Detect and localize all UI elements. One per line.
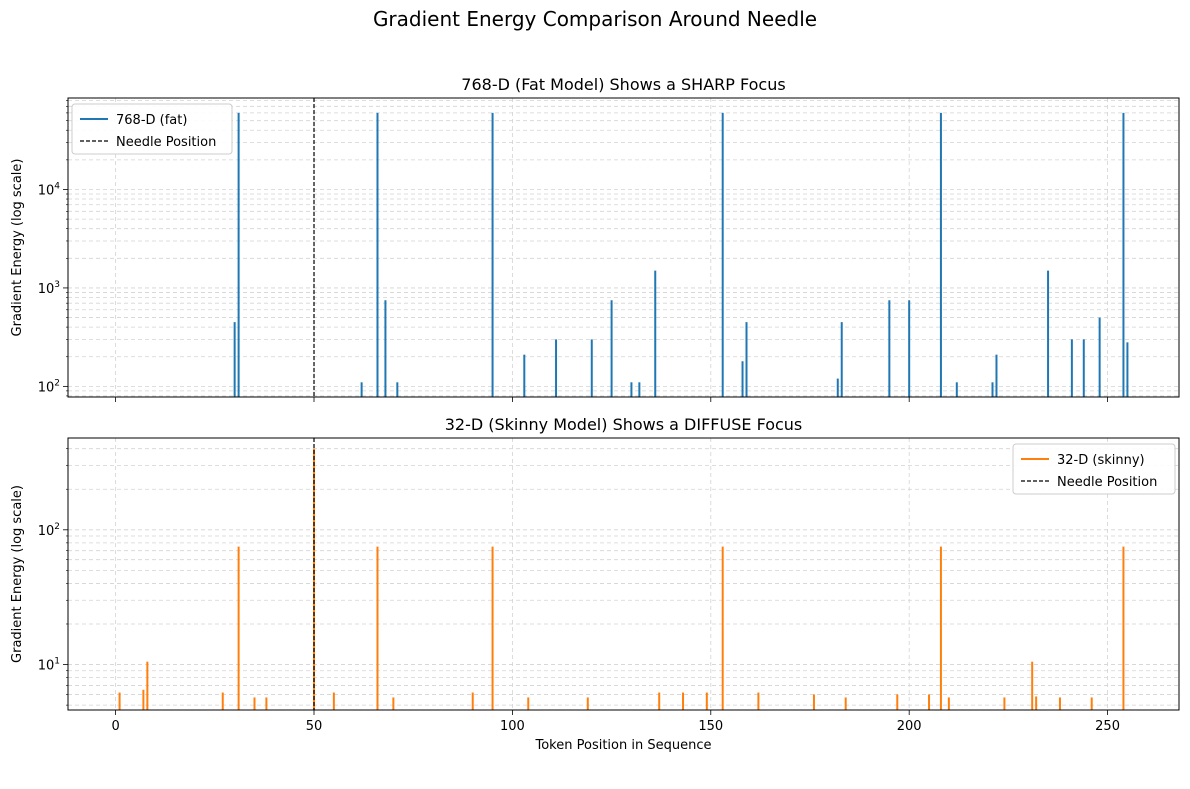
legend-frame bbox=[1012, 443, 1176, 495]
legend-entry-label: 32-D (skinny) bbox=[1057, 453, 1145, 468]
series-0 bbox=[118, 448, 1125, 710]
y-axis-label: Gradient Energy (log scale) bbox=[10, 485, 25, 663]
y-tick-label: 102 bbox=[38, 522, 60, 539]
legend-entry-label: 768-D (fat) bbox=[116, 113, 187, 128]
x-tick-label: 50 bbox=[306, 719, 323, 734]
x-tick-label: 250 bbox=[1095, 719, 1120, 734]
figure-title: Gradient Energy Comparison Around Needle bbox=[373, 7, 817, 31]
legend-entry-label: Needle Position bbox=[116, 135, 216, 150]
x-axis-label: Token Position in Sequence bbox=[535, 738, 712, 753]
axes-frame bbox=[67, 437, 1180, 711]
axes-title: 768-D (Fat Model) Shows a SHARP Focus bbox=[461, 75, 785, 94]
axes-title: 32-D (Skinny Model) Shows a DIFFUSE Focu… bbox=[445, 415, 803, 434]
grid bbox=[68, 438, 1179, 710]
series-0 bbox=[233, 112, 1129, 397]
legend: 32-D (skinny) Needle Position bbox=[1012, 443, 1176, 495]
x-tick-label: 100 bbox=[500, 719, 525, 734]
legend: 768-D (fat) Needle Position bbox=[71, 103, 233, 155]
y-axis-label: Gradient Energy (log scale) bbox=[10, 159, 25, 337]
axes-frame bbox=[67, 97, 1180, 398]
x-tick-label: 0 bbox=[111, 719, 119, 734]
y-tick-label: 103 bbox=[38, 280, 60, 297]
panel-bottom-32d: 0 50 100 150 200 250 101 102 32-D (Skinny Model)… bbox=[10, 415, 1180, 753]
x-tick-label: 150 bbox=[698, 719, 723, 734]
legend-entry-label: Needle Position bbox=[1057, 475, 1157, 490]
y-tick-label: 102 bbox=[38, 378, 60, 395]
legend-frame bbox=[71, 103, 233, 155]
y-tick-label: 104 bbox=[38, 181, 61, 198]
panel-top-768d: 102 103 104 768-D (Fat Model) Shows a SHARP… bbox=[10, 75, 1180, 402]
grid bbox=[68, 98, 1179, 397]
x-tick-label: 200 bbox=[897, 719, 922, 734]
y-tick-label: 101 bbox=[38, 657, 60, 674]
